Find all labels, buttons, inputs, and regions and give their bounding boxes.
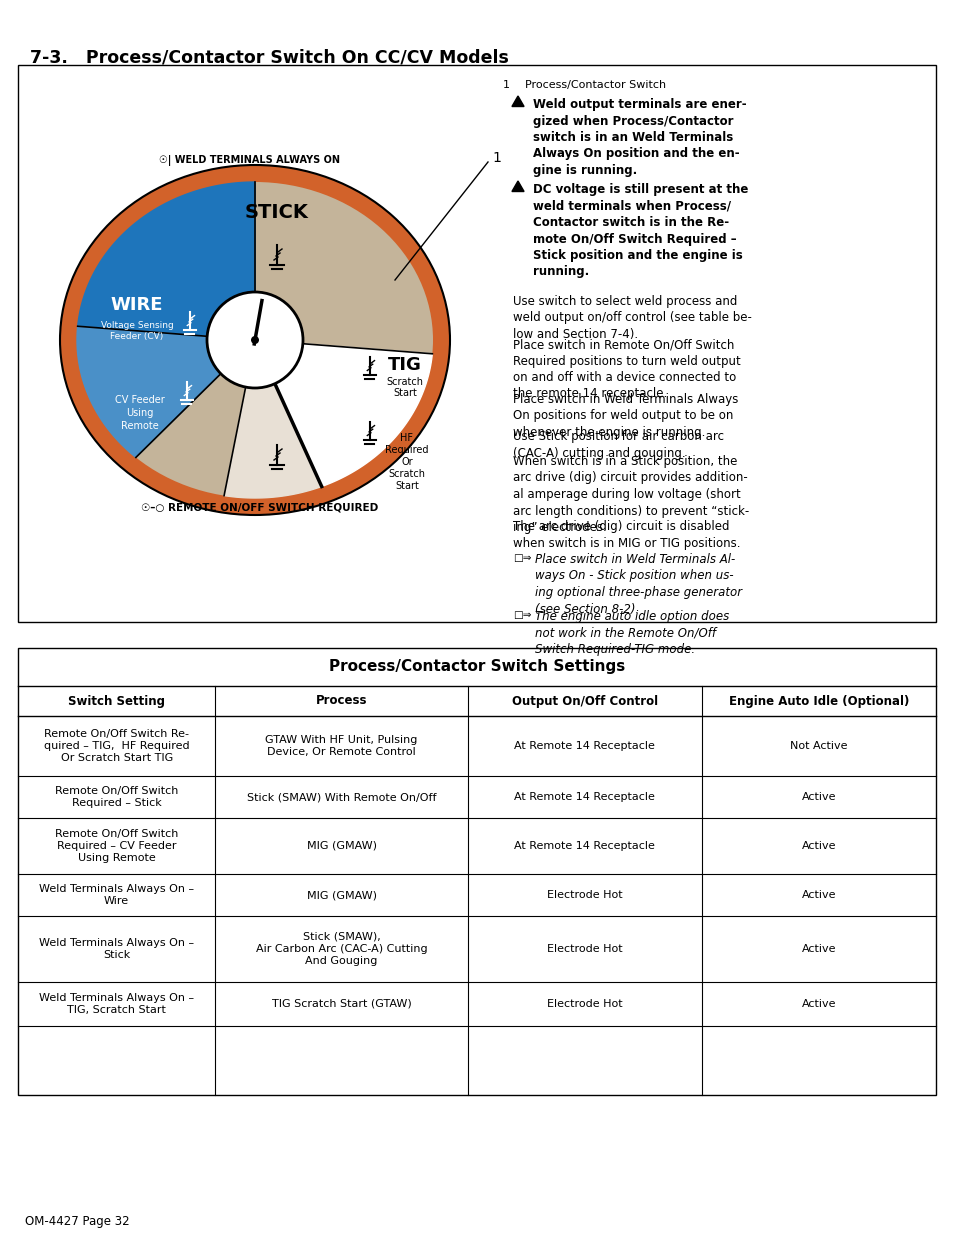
Text: The arc drive (dig) circuit is disabled
when switch is in MIG or TIG positions.: The arc drive (dig) circuit is disabled … — [513, 520, 740, 550]
Circle shape — [207, 291, 303, 388]
Text: Required: Required — [385, 445, 428, 454]
Text: Place switch in Weld Terminals Al-
ways On - Stick position when us-
ing optiona: Place switch in Weld Terminals Al- ways … — [535, 553, 741, 615]
Text: Remote On/Off Switch
Required – Stick: Remote On/Off Switch Required – Stick — [55, 785, 178, 808]
Text: Scratch: Scratch — [388, 469, 425, 479]
Text: Weld Terminals Always On –
Stick: Weld Terminals Always On – Stick — [39, 937, 194, 960]
Text: 7-3.   Process/Contactor Switch On CC/CV Models: 7-3. Process/Contactor Switch On CC/CV M… — [30, 48, 508, 65]
Text: Scratch: Scratch — [386, 377, 423, 387]
Text: Remote On/Off Switch
Required – CV Feeder
Using Remote: Remote On/Off Switch Required – CV Feede… — [55, 829, 178, 863]
Text: □⇒: □⇒ — [513, 610, 531, 620]
Text: MIG (GMAW): MIG (GMAW) — [306, 890, 376, 900]
Text: Weld Terminals Always On –
TIG, Scratch Start: Weld Terminals Always On – TIG, Scratch … — [39, 993, 194, 1015]
Text: Active: Active — [801, 792, 836, 802]
Text: STICK: STICK — [245, 203, 309, 221]
Text: Feeder (CV): Feeder (CV) — [111, 331, 164, 341]
Text: TIG Scratch Start (GTAW): TIG Scratch Start (GTAW) — [272, 999, 411, 1009]
Text: 1: 1 — [502, 80, 510, 90]
Text: 1: 1 — [492, 151, 500, 165]
Polygon shape — [512, 182, 523, 191]
Text: Engine Auto Idle (Optional): Engine Auto Idle (Optional) — [728, 694, 908, 708]
Text: When switch is in a Stick position, the
arc drive (dig) circuit provides additio: When switch is in a Stick position, the … — [513, 454, 748, 534]
Text: Use switch to select weld process and
weld output on/off control (see table be-
: Use switch to select weld process and we… — [513, 295, 751, 341]
Polygon shape — [77, 326, 254, 457]
Text: Process/Contactor Switch Settings: Process/Contactor Switch Settings — [329, 659, 624, 674]
Text: Output On/Off Control: Output On/Off Control — [511, 694, 658, 708]
Text: At Remote 14 Receptacle: At Remote 14 Receptacle — [514, 841, 655, 851]
Text: Electrode Hot: Electrode Hot — [546, 890, 622, 900]
FancyBboxPatch shape — [18, 648, 935, 1095]
Text: Place switch in Weld Terminals Always
On positions for weld output to be on
when: Place switch in Weld Terminals Always On… — [513, 393, 738, 438]
Text: Use Stick position for air carbon arc
(CAC-A) cutting and gouging.: Use Stick position for air carbon arc (C… — [513, 430, 723, 459]
Text: MIG (GMAW): MIG (GMAW) — [306, 841, 376, 851]
Text: Active: Active — [801, 841, 836, 851]
Text: TIG: TIG — [388, 356, 421, 374]
Text: Active: Active — [801, 890, 836, 900]
Ellipse shape — [60, 165, 450, 515]
Text: Or: Or — [401, 457, 413, 467]
Text: Active: Active — [801, 999, 836, 1009]
Text: OM-4427 Page 32: OM-4427 Page 32 — [25, 1215, 130, 1228]
Text: GTAW With HF Unit, Pulsing
Device, Or Remote Control: GTAW With HF Unit, Pulsing Device, Or Re… — [265, 735, 417, 757]
Text: ☉–○ REMOTE ON/OFF SWITCH REQUIRED: ☉–○ REMOTE ON/OFF SWITCH REQUIRED — [141, 503, 378, 513]
Text: Active: Active — [801, 944, 836, 953]
Text: Process/Contactor Switch: Process/Contactor Switch — [524, 80, 665, 90]
Polygon shape — [77, 182, 254, 340]
Text: At Remote 14 Receptacle: At Remote 14 Receptacle — [514, 792, 655, 802]
Text: Start: Start — [393, 388, 416, 398]
Text: ☉| WELD TERMINALS ALWAYS ON: ☉| WELD TERMINALS ALWAYS ON — [159, 154, 340, 165]
Text: CV Feeder: CV Feeder — [115, 395, 165, 405]
Text: Stick (SMAW),
Air Carbon Arc (CAC-A) Cutting
And Gouging: Stick (SMAW), Air Carbon Arc (CAC-A) Cut… — [255, 931, 427, 967]
Text: Place switch in Remote On/Off Switch
Required positions to turn weld output
on a: Place switch in Remote On/Off Switch Req… — [513, 338, 740, 400]
Text: DC voltage is still present at the
weld terminals when Process/
Contactor switch: DC voltage is still present at the weld … — [533, 183, 747, 279]
Polygon shape — [512, 96, 523, 106]
Polygon shape — [224, 340, 321, 498]
Text: Remote On/Off Switch Re-
quired – TIG,  HF Required
Or Scratch Start TIG: Remote On/Off Switch Re- quired – TIG, H… — [44, 729, 190, 763]
Text: Start: Start — [395, 480, 418, 492]
Text: Remote: Remote — [121, 421, 159, 431]
Text: HF: HF — [400, 433, 413, 443]
Text: At Remote 14 Receptacle: At Remote 14 Receptacle — [514, 741, 655, 751]
Polygon shape — [254, 340, 432, 487]
Text: Process: Process — [315, 694, 367, 708]
Text: Not Active: Not Active — [789, 741, 847, 751]
Ellipse shape — [77, 182, 433, 498]
Text: Switch Setting: Switch Setting — [68, 694, 165, 708]
Text: Voltage Sensing: Voltage Sensing — [100, 321, 173, 330]
Text: Weld Terminals Always On –
Wire: Weld Terminals Always On – Wire — [39, 884, 194, 906]
FancyBboxPatch shape — [18, 65, 935, 622]
Text: Using: Using — [126, 408, 153, 417]
Text: The engine auto idle option does
not work in the Remote On/Off
Switch Required-T: The engine auto idle option does not wor… — [535, 610, 728, 656]
Circle shape — [251, 336, 258, 345]
Text: □⇒: □⇒ — [513, 553, 531, 563]
Text: Weld output terminals are ener-
gized when Process/Contactor
switch is in an Wel: Weld output terminals are ener- gized wh… — [533, 98, 746, 177]
Text: Stick (SMAW) With Remote On/Off: Stick (SMAW) With Remote On/Off — [247, 792, 436, 802]
Text: Electrode Hot: Electrode Hot — [546, 999, 622, 1009]
Text: WIRE: WIRE — [111, 296, 163, 314]
Text: Electrode Hot: Electrode Hot — [546, 944, 622, 953]
